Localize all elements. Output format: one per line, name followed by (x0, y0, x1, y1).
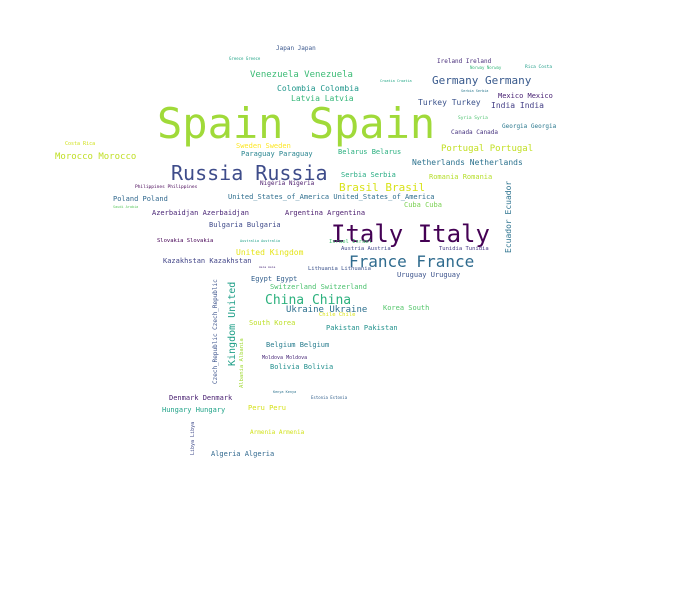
word-belgium: Belgium Belgium (266, 341, 330, 349)
word-chile: Chile Chile (319, 312, 356, 318)
word-estonia: Estonia Estonia (311, 395, 348, 400)
word-italy: Italy Italy (331, 220, 490, 248)
word-paraguay: Paraguay Paraguay (241, 150, 313, 158)
word-saudi-arabia: Saudi Arabia (113, 205, 139, 209)
word-france: France France (349, 252, 475, 271)
word-russia: Russia Russia (171, 161, 328, 185)
word-venezuela: Venezuela Venezuela (250, 70, 353, 80)
word-austria: Austria Austria (341, 246, 391, 252)
word-rica-costa: Rica Costa (525, 65, 553, 70)
word-asia: Asia Asia (259, 265, 276, 269)
word-australia: Australia Australia (240, 239, 281, 243)
word-croatia: Croatia Croatia (380, 79, 412, 83)
word-switzerland: Switzerland Switzerland (270, 283, 367, 291)
word-albania: Albania Albania (239, 338, 245, 388)
word-tunidia: Tunidia Tunidia (439, 246, 489, 252)
word-poland: Poland Poland (113, 195, 168, 203)
word-algeria: Algeria Algeria (211, 450, 275, 458)
word-nigeria: Nigeria Nigeria (260, 180, 315, 187)
word-czech-republic: Czech_Republic Czech_Republic (212, 279, 219, 384)
word-morocco: Morocco Morocco (55, 152, 137, 162)
word-sweden: Sweden Sweden (236, 142, 291, 150)
word-slovakia: Slovakia Slovakia (157, 238, 214, 244)
word-uruguay: Uruguay Uruguay (397, 271, 461, 279)
word-bolivia: Bolivia Bolivia (270, 363, 334, 371)
word-israel: Israel Israel (329, 239, 373, 245)
word-romania: Romania Romania (429, 173, 493, 181)
word-ukraine: Ukraine Ukraine (286, 305, 368, 315)
word-latvia: Latvia Latvia (291, 94, 354, 103)
word-ireland: Ireland Ireland (437, 58, 492, 65)
word-greece: Greece Greece (229, 56, 261, 61)
word-pakistan: Pakistan Pakistan (326, 324, 398, 332)
word-serbia: Serbia Serbia (341, 171, 396, 179)
word-moldova: Moldova Moldova (262, 355, 308, 361)
word-cuba: Cuba Cuba (404, 201, 442, 209)
word-syria: Syria Syria (458, 116, 488, 121)
word-armenia: Armenia Armenia (250, 429, 305, 436)
word-spain: Spain Spain (157, 99, 436, 148)
word-bulgaria: Bulgaria Bulgaria (209, 221, 281, 229)
word-kazakhstan: Kazakhstan Kazakhstan (163, 257, 252, 265)
word-georgia: Georgia Georgia (502, 123, 557, 130)
word-india: India India (491, 101, 544, 110)
word-china: China China (265, 293, 352, 308)
word-libya: Libya Libya (190, 421, 196, 455)
word-usa: United_States_of_America United_States_o… (228, 193, 435, 201)
word-ecuador: Ecuador Ecuador (504, 180, 513, 253)
word-korea-south: Korea South (383, 304, 430, 312)
word-netherlands: Netherlands Netherlands (412, 158, 523, 167)
word-portugal: Portugal Portugal (441, 144, 534, 154)
word-united-kingdom: United Kingdom (236, 248, 304, 257)
word-germany: Germany Germany (432, 74, 532, 87)
word-denmark: Denmark Denmark (169, 394, 233, 402)
word-belarus: Belarus Belarus (338, 148, 402, 156)
word-colombia: Colombia Colombia (277, 84, 359, 93)
word-canada: Canada Canada (451, 129, 498, 136)
word-philippines: Philippines Philippines (135, 185, 198, 190)
word-hungary: Hungary Hungary (162, 406, 226, 414)
word-japan: Japan Japan (276, 45, 316, 52)
word-brasil: Brasil Brasil (339, 181, 426, 194)
word-kenya: Kenya Kenya (273, 390, 297, 394)
word-turkey: Turkey Turkey (418, 98, 481, 107)
word-peru: Peru Peru (248, 404, 286, 412)
word-south-korea: South Korea (249, 319, 296, 327)
word-kingdom-united: Kingdom United (227, 281, 238, 366)
word-costa-rica: Costa Rica (65, 141, 96, 147)
word-serbia-small: Serbia Serbia (461, 89, 489, 93)
word-norway: Norway Norway (470, 65, 502, 70)
word-lithuania: Lithuania Lithuania (308, 266, 371, 272)
word-egypt: Egypt Egypt (251, 275, 298, 283)
word-mexico: Mexico Mexico (498, 92, 553, 100)
word-argentina: Argentina Argentina (285, 209, 366, 217)
word-azerbaidjan: Azerbaidjan Azerbaidjan (152, 209, 249, 217)
